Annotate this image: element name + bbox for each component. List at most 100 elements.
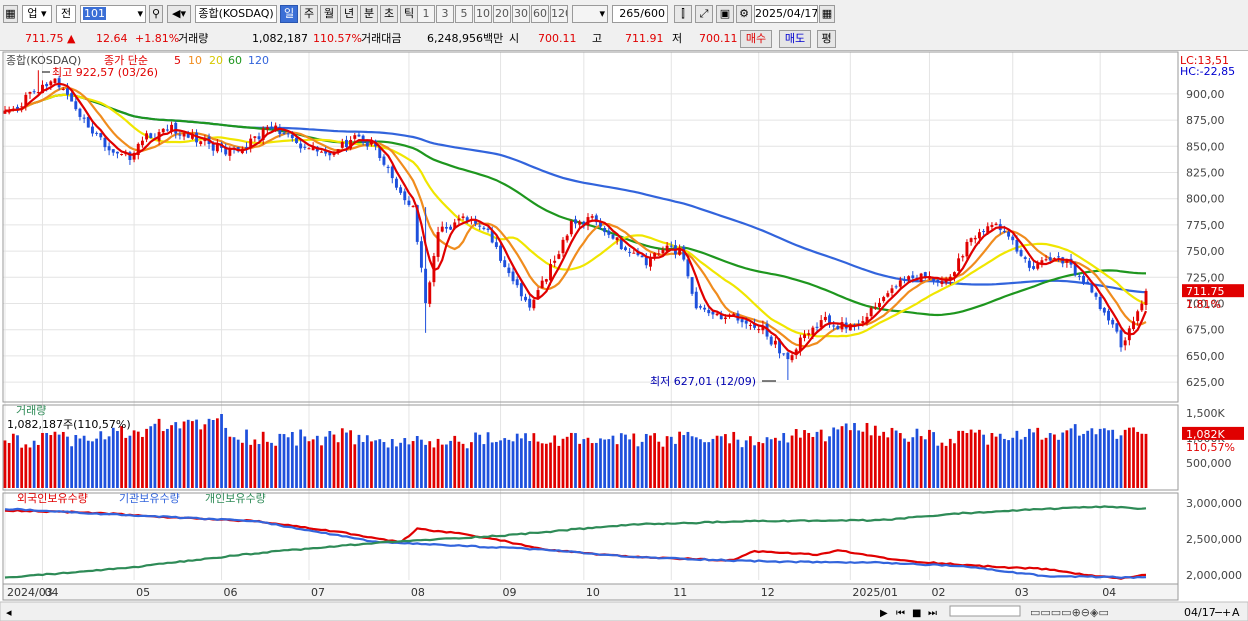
period-tab[interactable]: 주	[300, 5, 318, 23]
chart-grid	[3, 52, 1178, 580]
candle-body	[286, 133, 290, 135]
calendar-icon[interactable]: ▦	[819, 5, 835, 23]
candle-body	[53, 78, 57, 83]
save-icon[interactable]: ▣	[716, 5, 734, 23]
volume-bar	[116, 431, 119, 488]
legend-ma10: 10	[188, 54, 202, 67]
volume-bar	[141, 436, 144, 488]
volume-label: 거래량	[178, 32, 209, 45]
buy-button[interactable]: 매수	[740, 30, 772, 48]
volume-bar	[3, 440, 7, 488]
volume-bar	[428, 441, 432, 488]
interval-button[interactable]: 10	[474, 5, 492, 23]
candle-body	[957, 258, 961, 271]
interval-button[interactable]: 20	[493, 5, 511, 23]
candle-body	[107, 146, 111, 151]
date-field[interactable]: 2025/04/17	[754, 5, 818, 23]
volume-bar	[1069, 428, 1073, 488]
grid-icon[interactable]: ▦	[3, 5, 18, 23]
candle-body	[661, 249, 665, 254]
prev-button[interactable]: 전	[56, 5, 76, 23]
candle-body	[794, 349, 798, 356]
candle-body	[1019, 250, 1023, 256]
candle-body	[1094, 293, 1098, 297]
stop-icon[interactable]: ■	[912, 608, 921, 619]
volume-bar	[311, 439, 315, 488]
search-icon[interactable]: ⚲	[149, 5, 163, 23]
volume-bar	[790, 435, 794, 488]
speaker-icon[interactable]: ◀▾	[167, 5, 191, 23]
candle-body	[228, 148, 232, 156]
candle-body	[607, 230, 611, 235]
candle-body	[415, 205, 419, 242]
candle-body	[515, 279, 519, 286]
candle-body	[969, 238, 973, 243]
candle-body	[1140, 303, 1144, 311]
font-size-icon[interactable]: A	[1232, 606, 1240, 619]
price-change-pct: +1.81%	[135, 32, 180, 45]
last-price-value: 711.75	[1186, 285, 1225, 298]
interval-button[interactable]: 1	[417, 5, 435, 23]
sell-button[interactable]: 매도	[779, 30, 811, 48]
period-tab[interactable]: 년	[340, 5, 358, 23]
price-axis-label: 675,00	[1186, 324, 1225, 337]
volume-bar	[78, 438, 82, 488]
volume-bar	[907, 441, 911, 488]
draw-tool-icon[interactable]: ⤢	[695, 5, 713, 23]
market-select[interactable]: 업 ▾	[22, 5, 52, 23]
volume-bar	[24, 444, 28, 488]
scroll-left-icon[interactable]: ◂	[6, 606, 12, 619]
candle-body	[474, 220, 478, 224]
holdings-series-line	[4, 507, 1147, 580]
volume-bar	[61, 431, 65, 488]
candle-body	[994, 223, 998, 226]
volume-bar	[828, 436, 831, 488]
interval-button[interactable]: 3	[436, 5, 454, 23]
candle-body	[190, 133, 194, 139]
period-tab[interactable]: 분	[360, 5, 378, 23]
count-field[interactable]: 265/600	[612, 5, 668, 23]
candle-body	[499, 245, 503, 261]
period-tab[interactable]: 초	[380, 5, 398, 23]
candle-body	[732, 313, 736, 315]
candle-type-icon[interactable]: ⫿	[674, 5, 692, 23]
gear-icon[interactable]: ⚙	[736, 5, 752, 23]
chart-canvas[interactable]: 900,00 875,00 850,00 825,00 800,00 775,00 750,…	[0, 50, 1248, 621]
period-tab[interactable]: 틱	[400, 5, 418, 23]
candle-body	[665, 245, 669, 252]
nav-right-icon[interactable]: ▶	[880, 608, 888, 619]
legend-ma5: 5	[174, 54, 181, 67]
period-tab[interactable]: 일	[280, 5, 298, 23]
candle-body	[1027, 260, 1031, 268]
volume-bar	[557, 445, 561, 488]
interval-button[interactable]: 120	[550, 5, 568, 23]
interval-button[interactable]: 60	[531, 5, 549, 23]
code-input[interactable]: 101 ▾	[80, 5, 146, 23]
average-button[interactable]: 평	[817, 30, 836, 48]
volume-bar	[578, 443, 582, 488]
last-price-pct: 1.81%	[1186, 298, 1221, 311]
candle-body	[1136, 311, 1140, 321]
interval-button[interactable]: 30	[512, 5, 530, 23]
nav-controls[interactable]: ▶ ⏮ ■ ⏭ ▭▭▭▭⊕⊖◈▭ 04/17 − + A	[880, 605, 1240, 619]
nav-last-icon[interactable]: ⏭	[928, 608, 937, 619]
tool-icons[interactable]: ▭▭▭▭⊕⊖◈▭	[1030, 606, 1109, 619]
interval-button[interactable]: 5	[455, 5, 473, 23]
zoom-in-icon[interactable]: +	[1222, 606, 1231, 619]
candle-body	[257, 136, 261, 140]
period-tab[interactable]: 월	[320, 5, 338, 23]
candle-body	[977, 232, 981, 239]
volume-bar	[749, 436, 752, 488]
last-volume-pct: 110,57%	[1186, 441, 1235, 454]
high-label: 고	[592, 32, 603, 45]
candle-body	[1111, 319, 1115, 325]
count-dropdown[interactable]: ▾	[572, 5, 608, 23]
candle-body	[557, 254, 561, 259]
volume-bar	[16, 435, 19, 488]
volume-bar	[145, 428, 148, 488]
zoom-out-icon[interactable]: −	[1214, 606, 1223, 619]
nav-first-icon[interactable]: ⏮	[896, 608, 905, 619]
zoom-slider[interactable]	[949, 605, 1021, 617]
volume-bar	[882, 431, 886, 488]
